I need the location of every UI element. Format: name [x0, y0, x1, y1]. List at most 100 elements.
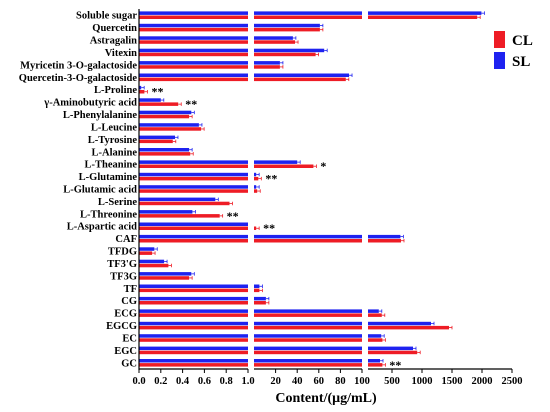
- significance-mark-l-threonine: **: [227, 209, 239, 223]
- category-label-vitexin: Vitexin: [105, 48, 137, 59]
- bar-cl-ecg: [139, 313, 382, 317]
- bar-sl-l-aspartic-acid: [139, 222, 248, 226]
- bar-cl-caf: [139, 239, 401, 243]
- category-label-l-tyrosine: L-Tyrosine: [88, 135, 138, 146]
- category-label-myricetin-3-o-galactoside: Myricetin 3-O-galactoside: [20, 60, 137, 71]
- significance-mark-l-glutamine: **: [265, 172, 277, 186]
- axis-break-1: [248, 7, 254, 381]
- bar-cl-soluble-sugar: [139, 15, 478, 19]
- x-tick-label-11: 500: [384, 376, 400, 387]
- bar-cl-tf3g: [139, 276, 190, 280]
- bar-sl-egcg: [139, 321, 431, 326]
- bar-cl-tf3-g: [139, 263, 169, 268]
- category-label-tfdg: TFDG: [108, 247, 137, 258]
- category-label-l-serine: L-Serine: [98, 197, 137, 208]
- legend-label-sl: SL: [512, 54, 530, 70]
- x-tick-label-9: 80: [335, 376, 346, 387]
- category-label-l-phenylalanine: L-Phenylalanine: [63, 110, 137, 121]
- bar-cl-l-alanine: [139, 152, 191, 156]
- x-tick-label-5: 1.0: [241, 376, 254, 387]
- bar-sl-gc: [139, 359, 380, 363]
- category-label-ec: EC: [122, 333, 137, 344]
- bar-cl-quercetin-3-o-galactoside: [139, 77, 346, 82]
- bar-sl-ec: [139, 334, 382, 338]
- bar-cl-egcg: [139, 325, 449, 330]
- bar-cl-l-glutamine: [139, 176, 259, 181]
- bar-sl-l-theanine: [139, 160, 298, 164]
- x-tick-label-13: 1500: [442, 376, 463, 387]
- bar-sl-astragalin: [139, 36, 293, 40]
- bar-cl-myricetin-3-o-galactoside: [139, 65, 280, 69]
- bar-cl-egc: [139, 350, 418, 355]
- bar-sl-tf3-g: [139, 259, 165, 264]
- bar-sl-caf: [139, 234, 401, 239]
- category-label-quercetin: Quercetin: [92, 23, 137, 34]
- bar-sl-tfdg: [139, 247, 155, 251]
- category-label-l-alanine: L-Alanine: [91, 147, 137, 158]
- x-tick-label-8: 60: [314, 376, 325, 387]
- significance-mark-l-aspartic-acid: **: [263, 221, 275, 235]
- bar-sl-quercetin-3-o-galactoside: [139, 73, 349, 77]
- bar-sl-soluble-sugar: [139, 11, 482, 15]
- x-tick-label-15: 2500: [502, 376, 523, 387]
- x-tick-label-7: 40: [292, 376, 303, 387]
- category-label-tf3g: TF3G: [110, 271, 137, 282]
- bar-sl-tf: [139, 284, 260, 288]
- legend-swatch-cl: [494, 31, 505, 48]
- significance-mark-l-theanine: *: [320, 159, 326, 173]
- bar-cl-gc: [139, 363, 383, 367]
- bars-layer: [139, 11, 485, 367]
- category-label-soluble-sugar: Soluble sugar: [76, 11, 137, 22]
- bar-cl-l-phenylalanine: [139, 114, 190, 119]
- bar-sl-myricetin-3-o-galactoside: [139, 61, 280, 65]
- category-label-ecg: ECG: [114, 309, 137, 320]
- x-tick-label-1: 0.2: [154, 376, 167, 387]
- bar-cl-astragalin: [139, 40, 295, 44]
- category-label-l-theanine: L-Theanine: [84, 160, 137, 171]
- x-tick-label-12: 1000: [412, 376, 433, 387]
- bar-cl-l-aspartic-acid: [139, 226, 257, 230]
- x-tick-label-0: 0.0: [132, 376, 145, 387]
- bar-sl-l-tyrosine: [139, 135, 175, 140]
- category-label-l-threonine: L-Threonine: [80, 209, 137, 220]
- bar-sl-cg: [139, 296, 266, 301]
- bar-cl-l-glutamic-acid: [139, 189, 258, 193]
- category-label-aminobutyric-acid: γ-Aminobutyric acid: [43, 98, 137, 109]
- category-label-egcg: EGCG: [106, 321, 137, 332]
- bar-cl-tfdg: [139, 251, 153, 255]
- bar-cl-quercetin: [139, 27, 320, 32]
- category-label-tf: TF: [124, 284, 137, 295]
- bar-sl-aminobutyric-acid: [139, 98, 161, 102]
- bar-cl-l-theanine: [139, 164, 314, 168]
- bar-cl-l-tyrosine: [139, 139, 173, 144]
- bar-cl-aminobutyric-acid: [139, 102, 179, 106]
- bar-sl-l-leucine: [139, 123, 199, 127]
- bar-sl-quercetin: [139, 23, 320, 28]
- bar-sl-l-alanine: [139, 148, 190, 152]
- x-tick-label-2: 0.4: [176, 376, 190, 387]
- x-axis: 0.0 0.2 0.4 0.6 0.8 1.0 20 40 60 80 100 500 1000 1500…: [132, 7, 523, 387]
- x-tick-label-3: 0.6: [198, 376, 211, 387]
- significance-marks: *************: [151, 85, 401, 372]
- category-label-l-aspartic-acid: L-Aspartic acid: [67, 222, 137, 233]
- bar-cl-l-serine: [139, 201, 230, 206]
- significance-mark-l-proline: **: [151, 85, 163, 99]
- axis-break-2: [362, 7, 368, 381]
- category-label-egc: EGC: [114, 346, 137, 357]
- bar-sl-tf3g: [139, 272, 192, 276]
- category-label-astragalin: Astragalin: [90, 36, 137, 47]
- x-tick-label-4: 0.8: [220, 376, 233, 387]
- category-label-l-glutamic-acid: L-Glutamic acid: [63, 185, 137, 196]
- bar-cl-cg: [139, 301, 266, 305]
- category-label-cg: CG: [121, 296, 137, 307]
- category-label-tf3-g: TF3'G: [107, 259, 137, 270]
- legend: CL SL: [494, 31, 533, 70]
- bar-cl-ec: [139, 338, 383, 342]
- bar-cl-vitexin: [139, 52, 316, 57]
- bar-sl-l-threonine: [139, 210, 193, 214]
- significance-mark-gc: **: [389, 358, 401, 372]
- bar-sl-l-phenylalanine: [139, 110, 192, 115]
- category-label-quercetin-3-o-galactoside: Quercetin-3-O-galactoside: [19, 73, 138, 84]
- bar-sl-l-glutamic-acid: [139, 185, 257, 189]
